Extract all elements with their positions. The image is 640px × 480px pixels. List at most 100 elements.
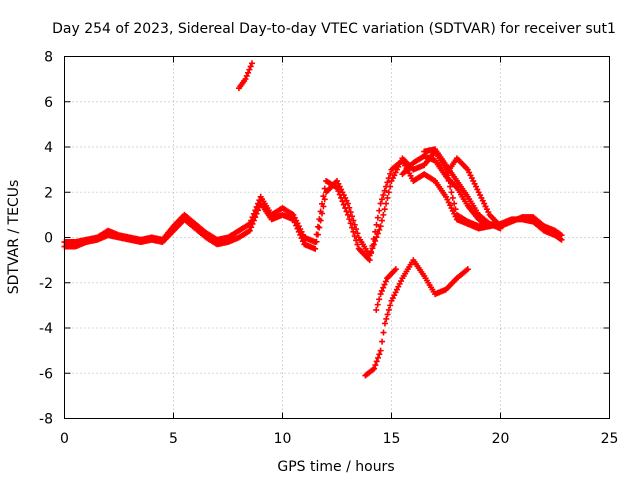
data-point [377,291,384,298]
y-tick-label: 6 [44,95,53,111]
series-track-h [235,60,255,92]
x-tick-label: 10 [274,431,292,447]
y-tick-label: -6 [39,366,53,382]
data-point [447,183,454,190]
x-tick-label: 20 [492,431,510,447]
data-point [342,205,349,212]
data-point [253,203,260,210]
data-point [245,69,252,76]
data-point [319,200,326,207]
data-point [380,329,387,336]
data-point [344,200,351,207]
y-axis-title: SDTVAR / TECUs [6,180,22,295]
data-point [373,306,380,313]
data-point [343,208,350,215]
series-track-d [421,146,504,232]
data-point [312,245,319,252]
grid [64,56,610,419]
data-point [372,228,379,235]
data-point [336,191,343,198]
data-point [374,214,381,221]
y-tick-label: 0 [44,231,53,247]
data-point [451,200,458,207]
x-tick-label: 25 [601,431,619,447]
data-point [376,226,383,233]
data-point [252,207,259,214]
data-point [366,257,373,264]
data-point [497,223,504,230]
data-point [246,66,253,73]
data-point [378,287,385,294]
y-tick-label: -2 [39,276,53,292]
data-point [384,194,391,201]
data-point [384,311,391,318]
data-point [382,278,389,285]
data-point [392,266,399,273]
data-point [380,284,387,291]
data-point [248,60,255,67]
data-point [385,175,392,182]
data-point [317,208,324,215]
data-point [350,228,357,235]
data-point [387,170,394,177]
y-tick-label: 2 [44,185,53,201]
data-point [320,193,327,200]
data-point [464,266,471,273]
data-point [243,72,250,79]
series-track-g [373,266,399,313]
data-point [254,200,261,207]
data-point [334,184,340,191]
data-point [246,220,253,227]
y-tick-label: 8 [44,50,53,66]
data-point [351,233,358,240]
chart-title: Day 254 of 2023, Sidereal Day-to-day VTE… [52,21,616,37]
data-point [383,200,390,207]
data-point [344,211,351,218]
series-track-f [362,257,471,379]
y-tick-labels: -8 -6 -4 -2 0 2 4 6 8 [39,50,53,428]
data-point [381,320,388,327]
data-point [299,238,306,245]
data-point [246,227,253,234]
data-point [249,214,256,221]
data-point [384,179,391,186]
x-axis-title: GPS time / hours [277,459,394,475]
data-point [368,250,375,257]
data-point [376,207,383,214]
data-point [338,194,345,201]
data-point [248,217,255,224]
data-point [381,206,388,213]
data-point [313,231,320,238]
data-point [448,189,455,196]
data-points [61,60,565,379]
data-point [383,315,390,322]
data-point [250,210,257,217]
data-point [378,196,385,203]
x-tick-label: 0 [60,431,69,447]
data-point [340,201,347,208]
data-point [374,354,381,361]
data-point [373,358,380,365]
data-point [335,188,342,195]
data-point [380,211,387,218]
data-point [377,347,384,354]
data-point [449,194,456,201]
data-point [383,183,390,190]
series-track-e [443,155,504,230]
data-point [376,296,383,303]
data-point [371,365,378,372]
data-point [321,196,328,203]
data-point [242,76,249,83]
data-point [373,221,380,228]
data-point [353,237,360,244]
y-tick-label: -8 [39,412,53,428]
data-point [354,241,361,248]
data-point [374,301,381,308]
x-tick-label: 5 [169,431,178,447]
data-point [377,200,384,207]
data-point [247,63,254,70]
data-point [376,351,383,358]
data-point [347,220,354,227]
data-point [385,306,392,313]
